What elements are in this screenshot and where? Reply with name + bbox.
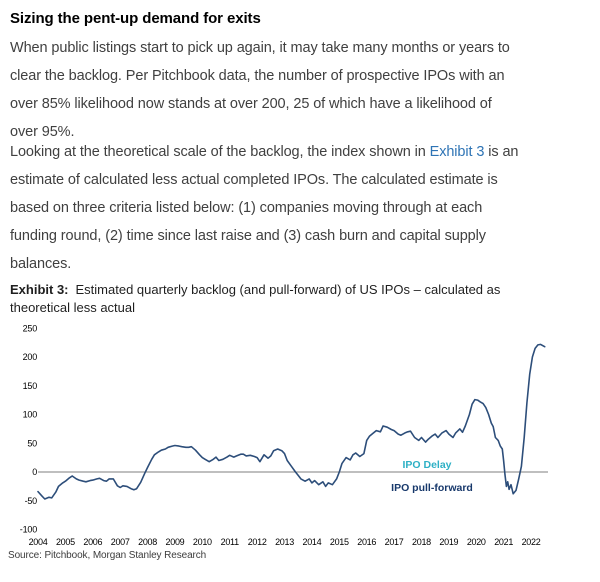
x-axis-tick-label: 2009 bbox=[166, 537, 185, 547]
exhibit-caption: Exhibit 3: Estimated quarterly backlog (a… bbox=[10, 281, 592, 316]
x-axis-tick-label: 2005 bbox=[56, 537, 75, 547]
x-axis-tick-label: 2011 bbox=[221, 537, 239, 547]
exhibit-title: Estimated quarterly backlog (and pull-fo… bbox=[10, 282, 501, 315]
y-axis-tick-label: 150 bbox=[23, 381, 38, 391]
y-axis-tick-label: 50 bbox=[27, 438, 37, 448]
x-axis-tick-label: 2018 bbox=[412, 537, 431, 547]
x-axis-tick-label: 2016 bbox=[357, 537, 376, 547]
y-axis-tick-label: 200 bbox=[23, 352, 38, 362]
exhibit-label: Exhibit 3: bbox=[10, 282, 69, 297]
x-axis-tick-label: 2017 bbox=[385, 537, 404, 547]
backlog-line-series bbox=[37, 343, 546, 500]
backlog-line-chart: 250 200 150 100 50 0 -50 -100 2004 2005 2006 2007 20… bbox=[0, 318, 600, 550]
x-axis-tick-label: 2019 bbox=[439, 537, 458, 547]
series-annotation-ipo-delay: IPO Delay bbox=[402, 459, 451, 471]
y-axis-tick-label: 100 bbox=[23, 410, 38, 420]
section-heading: Sizing the pent-up demand for exits bbox=[10, 10, 261, 27]
x-axis-tick-label: 2010 bbox=[193, 537, 212, 547]
y-axis-tick-label: 250 bbox=[23, 323, 38, 333]
x-axis-tick-label: 2004 bbox=[29, 537, 48, 547]
paragraph-2-text-before: Looking at the theoretical scale of the … bbox=[10, 144, 430, 160]
x-axis-tick-label: 2012 bbox=[248, 537, 267, 547]
x-axis-tick-label: 2013 bbox=[275, 537, 294, 547]
exhibit-3-link[interactable]: Exhibit 3 bbox=[429, 144, 485, 160]
x-axis-tick-label: 2014 bbox=[302, 537, 321, 547]
x-axis-tick-label: 2022 bbox=[522, 537, 541, 547]
x-axis-tick-label: 2020 bbox=[467, 537, 486, 547]
x-axis-tick-label: 2015 bbox=[330, 537, 349, 547]
source-attribution: Source: Pitchbook, Morgan Stanley Resear… bbox=[8, 550, 207, 561]
backlog-chart-svg: 250 200 150 100 50 0 -50 -100 2004 2005 2006 2007 20… bbox=[20, 323, 548, 547]
y-axis-tick-label: -50 bbox=[25, 496, 38, 506]
x-axis-tick-label: 2006 bbox=[83, 537, 102, 547]
paragraph-2-text-after: is an estimate of calculated less actual… bbox=[10, 144, 519, 272]
series-annotation-ipo-pull-forward: IPO pull-forward bbox=[391, 482, 473, 494]
x-axis-tick-label: 2021 bbox=[494, 537, 513, 547]
x-axis-tick-label: 2007 bbox=[111, 537, 130, 547]
body-paragraph-1: When public listings start to pick up ag… bbox=[10, 40, 510, 140]
body-paragraph-2: Looking at the theoretical scale of the … bbox=[10, 138, 592, 278]
y-axis-tick-label: -100 bbox=[20, 525, 37, 535]
y-axis-tick-label: 0 bbox=[32, 467, 37, 477]
x-axis-tick-label: 2008 bbox=[138, 537, 157, 547]
